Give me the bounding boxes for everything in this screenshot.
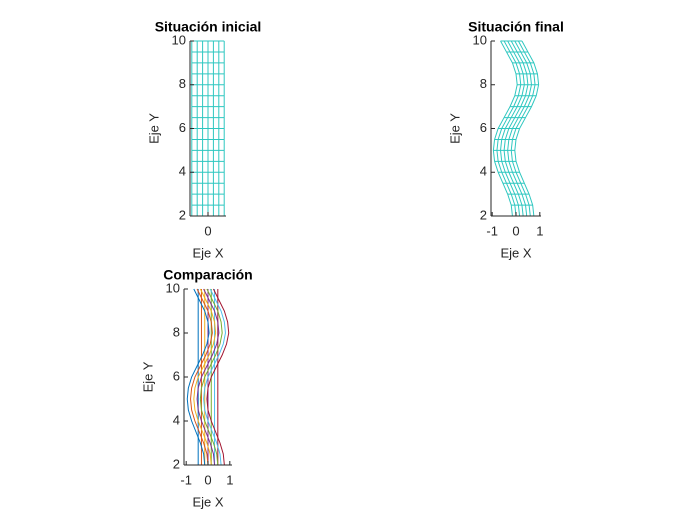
x-tick-label: 1 [536,223,543,238]
y-axis-label: Eje Y [140,361,155,392]
y-tick-label: 2 [179,207,186,222]
y-tick-label: 4 [179,164,186,179]
y-tick-label: 8 [480,76,487,91]
y-tick-label: 8 [179,76,186,91]
chart-title: Situación final [468,19,564,35]
y-tick-label: 10 [473,32,487,47]
y-tick-label: 10 [172,32,186,47]
x-tick-label: 0 [204,223,211,238]
line [193,288,217,466]
x-tick-label: 0 [204,472,211,487]
y-axis-label: Eje Y [146,113,161,144]
line [203,288,226,466]
y-tick-label: 2 [480,207,487,222]
line [199,288,223,466]
y-tick-label: 2 [173,456,180,471]
y-tick-label: 4 [480,164,487,179]
line [196,288,220,466]
y-tick-label: 4 [173,412,180,427]
line [186,288,210,466]
x-axis-label: Eje X [192,494,223,509]
chart-title: Situación inicial [155,19,262,35]
y-tick-label: 10 [166,280,180,295]
y-tick-label: 6 [173,368,180,383]
x-tick-label: -1 [486,223,498,238]
line [206,288,230,466]
y-axis-label: Eje Y [447,113,462,144]
y-tick-label: 6 [179,120,186,135]
y-tick-label: 6 [480,120,487,135]
x-tick-label: 1 [226,472,233,487]
x-axis-label: Eje X [500,245,531,260]
x-tick-label: -1 [180,472,192,487]
line [190,288,213,466]
chart-title: Comparación [163,267,252,283]
x-axis-label: Eje X [192,245,223,260]
y-tick-label: 8 [173,324,180,339]
x-tick-label: 0 [512,223,519,238]
